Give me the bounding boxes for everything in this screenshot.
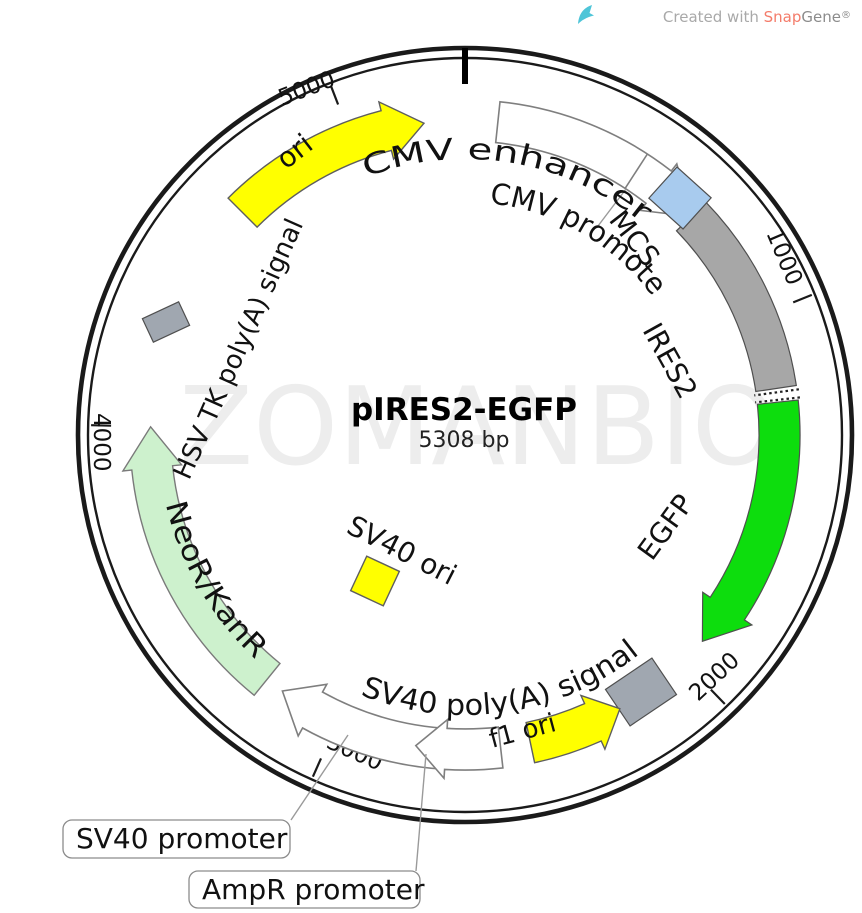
hsv-tk-polya-feature-box[interactable] <box>141 300 191 344</box>
credit-registered: ® <box>841 10 851 21</box>
tick-label-4000: 4000 <box>88 413 114 472</box>
watermark-text: ZOMANBIO <box>179 365 777 490</box>
plasmid-size: 5308 bp <box>419 428 510 453</box>
junction-dotted-line <box>755 396 801 404</box>
tick-label-5000: 5000 <box>275 66 339 111</box>
credit-line: Created with SnapGene® <box>663 8 851 26</box>
egfp-feature-arrow[interactable] <box>701 399 801 643</box>
cmv-segment-divider <box>624 153 649 189</box>
credit-snap: Snap <box>764 8 802 26</box>
tick-5000 <box>329 85 340 105</box>
sv40-promoter-callout[interactable]: SV40 promoter <box>62 819 291 859</box>
junction-dotted-line <box>754 388 800 397</box>
ires2-feature-arc[interactable] <box>675 201 797 393</box>
tick-4000 <box>91 424 112 427</box>
tick-3000 <box>311 757 323 778</box>
credit-prefix: Created with <box>663 8 764 26</box>
ampr-promoter-leader-line <box>415 753 427 872</box>
snapgene-logo-icon <box>578 5 594 24</box>
plasmid-name: pIRES2-EGFP <box>351 392 577 428</box>
mcs-feature-box[interactable] <box>648 166 712 230</box>
sv40-ori-feature-box[interactable] <box>349 555 401 607</box>
sv40-promoter-feature-arrow[interactable] <box>281 683 451 771</box>
ampr-promoter-callout-text[interactable]: AmpR promoter <box>202 873 425 906</box>
tick-label-1000: 1000 <box>760 225 807 289</box>
cmv-promoter-leader-line <box>597 188 627 227</box>
f1-ori-feature-arrow[interactable] <box>525 694 621 764</box>
tick-2000 <box>710 688 726 705</box>
snapgene-credit: Created with SnapGene® <box>578 5 851 26</box>
ori-feature-arrow[interactable] <box>227 100 426 229</box>
neor-kanr-feature-arrow[interactable] <box>121 425 281 697</box>
credit-gene: Gene <box>801 8 841 26</box>
tick-1000 <box>792 293 813 304</box>
ampr-promoter-feature-arrow[interactable] <box>414 717 504 781</box>
ampr-promoter-callout[interactable]: AmpR promoter <box>188 870 425 909</box>
sv40-promoter-callout-text[interactable]: SV40 promoter <box>76 822 288 855</box>
sv40-promoter-callout-box[interactable] <box>62 819 291 859</box>
sv40-promoter-leader-line <box>290 734 349 821</box>
ampr-promoter-callout-box[interactable] <box>188 870 421 909</box>
egfp-label: EGFP <box>631 488 700 566</box>
